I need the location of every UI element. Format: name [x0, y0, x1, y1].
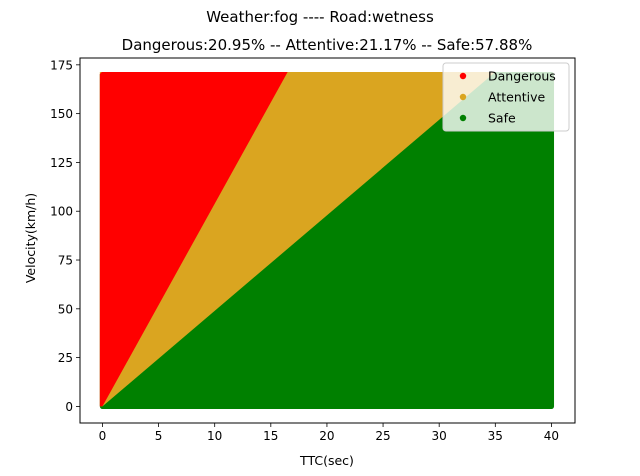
x-tick-label: 20	[319, 429, 334, 443]
legend-marker-safe	[459, 114, 467, 122]
x-axis-ticks: 0 5 10 15 20 25 30 35 40	[99, 423, 559, 443]
x-tick-label: 35	[488, 429, 503, 443]
legend-label-attentive: Attentive	[488, 90, 546, 105]
x-tick-label: 40	[544, 429, 559, 443]
plot-area	[99, 71, 555, 410]
legend-box	[442, 62, 570, 132]
x-axis-label: TTC(sec)	[299, 453, 354, 468]
axes	[79, 57, 576, 424]
y-tick-label: 175	[50, 58, 73, 72]
y-tick-label: 150	[50, 107, 73, 121]
series-dangerous-region	[99, 71, 288, 407]
y-tick-label: 100	[50, 205, 73, 219]
y-axis-label: Velocity(km/h)	[23, 193, 38, 283]
y-tick-label: 125	[50, 156, 73, 170]
axes-frame	[79, 57, 576, 424]
legend-marker-dangerous	[459, 72, 467, 80]
x-tick-label: 10	[207, 429, 222, 443]
legend-label-dangerous: Dangerous	[488, 69, 556, 84]
chart-subtitle: Dangerous:20.95% -- Attentive:21.17% -- …	[122, 36, 533, 54]
y-tick-label: 0	[65, 400, 73, 414]
x-tick-label: 30	[432, 429, 447, 443]
legend-label-safe: Safe	[488, 111, 516, 126]
x-tick-label: 5	[155, 429, 163, 443]
chart-title: Weather:fog ---- Road:wetness	[206, 8, 434, 26]
y-tick-label: 50	[58, 302, 73, 316]
legend: Dangerous Attentive Safe	[442, 62, 570, 132]
x-tick-label: 15	[263, 429, 278, 443]
y-axis-ticks: 0 25 50 75 100 125 150 175	[50, 58, 80, 414]
legend-marker-attentive	[459, 93, 467, 101]
x-tick-label: 25	[375, 429, 390, 443]
y-tick-label: 75	[58, 254, 73, 268]
y-tick-label: 25	[58, 351, 73, 365]
x-tick-label: 0	[99, 429, 107, 443]
